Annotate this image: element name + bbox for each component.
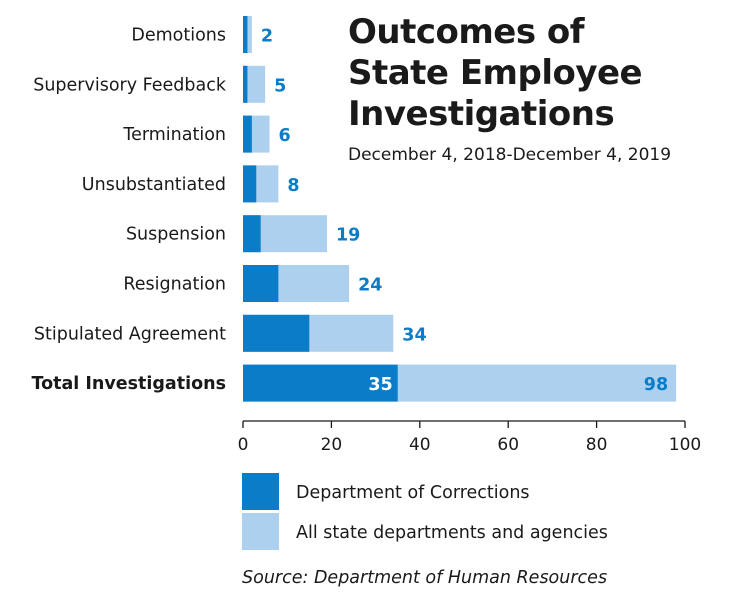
value-label-all-departments: 24 — [358, 276, 382, 296]
category-label: Demotions — [131, 26, 226, 46]
bar-department-of-corrections — [243, 215, 261, 253]
value-label-all-departments: 2 — [261, 27, 273, 47]
value-label-all-departments: 6 — [279, 126, 291, 146]
x-axis: 0 20 40 60 80 100 — [238, 420, 701, 455]
source-note: Source: Department of Human Resources — [242, 568, 608, 588]
x-tick-label: 80 — [586, 435, 608, 455]
chart-title-line-3: Investigations — [348, 94, 615, 134]
value-labels: 2 5 6 8 19 24 34 98 35 — [261, 27, 668, 396]
bar-all-departments — [243, 65, 266, 103]
category-label: Stipulated Agreement — [34, 324, 226, 344]
value-label-all-departments: 34 — [402, 325, 426, 345]
x-tick-label: 100 — [669, 435, 701, 455]
legend-label: Department of Corrections — [296, 483, 530, 503]
category-label: Suspension — [126, 225, 226, 245]
value-label-all-departments: 19 — [336, 226, 360, 246]
value-label-all-departments: 98 — [644, 375, 668, 395]
bar-department-of-corrections — [243, 65, 248, 103]
value-label-all-departments: 8 — [287, 176, 299, 196]
x-tick-label: 40 — [409, 435, 431, 455]
title-block: Outcomes of State Employee Investigation… — [348, 12, 748, 165]
bar-department-of-corrections — [243, 165, 257, 203]
chart-title-line-1: Outcomes of — [348, 12, 585, 52]
legend-swatch — [242, 513, 279, 550]
x-tick-label: 0 — [238, 435, 249, 455]
bar-department-of-corrections — [243, 314, 310, 352]
bar-department-of-corrections — [243, 364, 398, 402]
x-tick-label: 60 — [497, 435, 519, 455]
chart-title-line-2: State Employee — [348, 53, 643, 93]
bar-department-of-corrections — [243, 115, 252, 153]
bars — [243, 16, 677, 402]
category-label: Resignation — [123, 275, 226, 295]
category-labels: Demotions Supervisory Feedback Termination… — [31, 26, 226, 395]
category-label: Total Investigations — [31, 374, 226, 394]
legend-label: All state departments and agencies — [296, 523, 608, 543]
legend-swatch — [242, 473, 279, 510]
bar-department-of-corrections — [243, 265, 279, 302]
x-tick-label: 20 — [321, 435, 343, 455]
bar-department-of-corrections — [243, 16, 248, 53]
chart-subtitle: December 4, 2018-December 4, 2019 — [348, 145, 672, 165]
legend: Department of Corrections All state depar… — [242, 473, 608, 550]
value-label-department-of-corrections: 35 — [368, 375, 392, 395]
value-label-all-departments: 5 — [274, 76, 286, 96]
category-label: Supervisory Feedback — [33, 75, 227, 95]
category-label: Unsubstantiated — [82, 175, 226, 195]
category-label: Termination — [122, 125, 226, 145]
